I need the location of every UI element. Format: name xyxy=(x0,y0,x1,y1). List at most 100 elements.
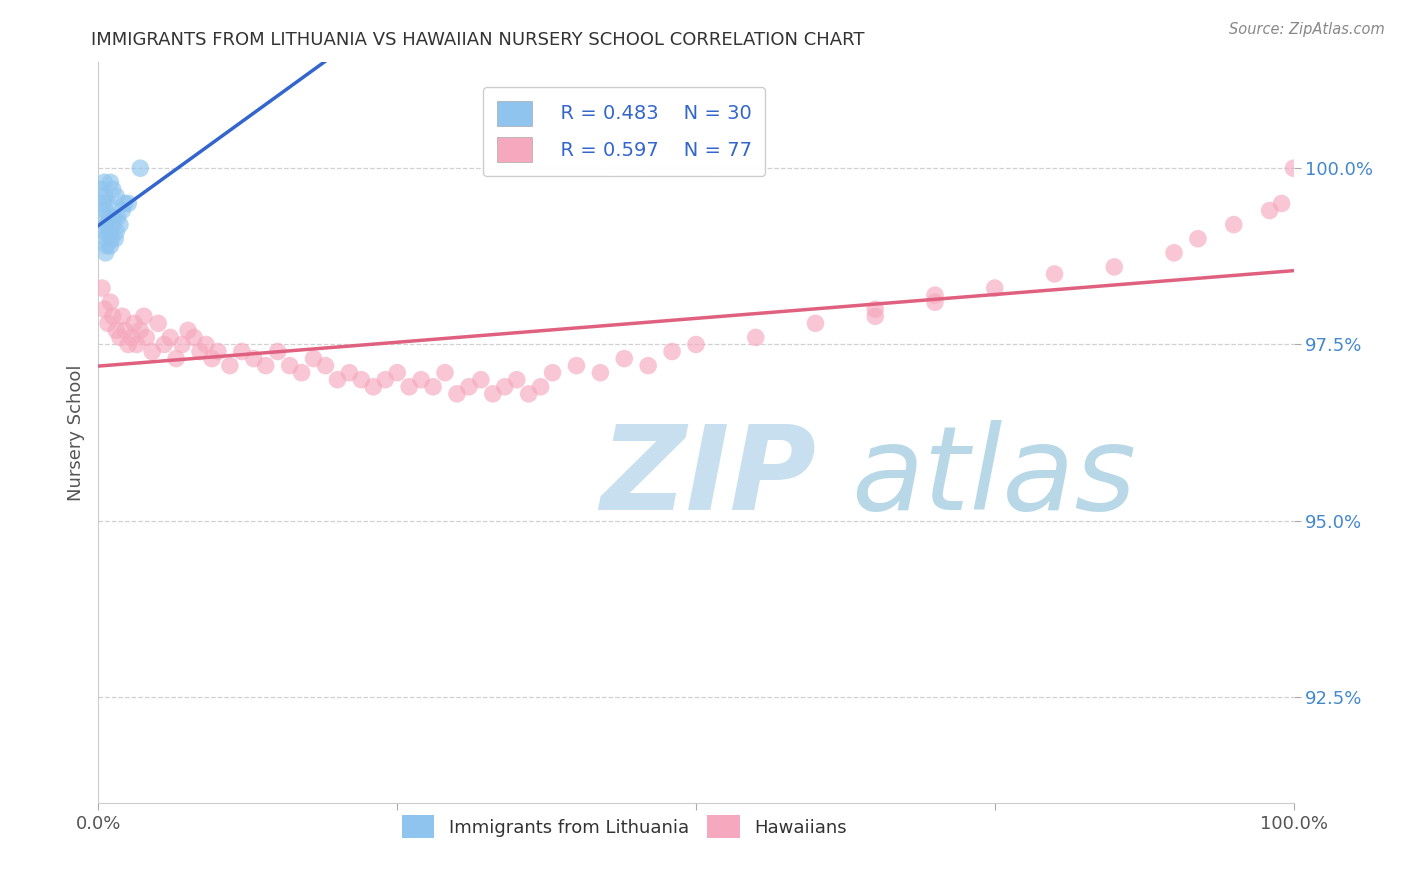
Point xyxy=(114,196,136,211)
Point xyxy=(494,380,516,394)
Point xyxy=(153,337,176,351)
Point xyxy=(302,351,325,366)
Point xyxy=(172,337,194,351)
Point xyxy=(111,203,134,218)
Legend: Immigrants from Lithuania, Hawaiians: Immigrants from Lithuania, Hawaiians xyxy=(391,805,858,849)
Point xyxy=(103,211,125,225)
Point xyxy=(91,281,114,295)
Point xyxy=(98,211,121,225)
Point xyxy=(108,218,131,232)
Point xyxy=(254,359,277,373)
Point xyxy=(231,344,253,359)
Y-axis label: Nursery School: Nursery School xyxy=(66,364,84,501)
Point xyxy=(470,373,492,387)
Text: ZIP: ZIP xyxy=(600,419,817,534)
Point xyxy=(350,373,373,387)
Point xyxy=(94,245,117,260)
Point xyxy=(177,323,200,337)
Point xyxy=(96,239,118,253)
Point xyxy=(91,196,114,211)
Point xyxy=(1223,218,1246,232)
Point xyxy=(97,225,120,239)
Point xyxy=(924,295,946,310)
Point xyxy=(804,316,827,330)
Point xyxy=(93,189,115,203)
Point xyxy=(159,330,181,344)
Point xyxy=(98,239,122,253)
Point xyxy=(291,366,314,380)
Point xyxy=(98,175,122,189)
Point xyxy=(865,310,887,324)
Point xyxy=(129,161,152,176)
Point xyxy=(1187,232,1209,246)
Point xyxy=(125,337,148,351)
Point xyxy=(278,359,301,373)
Point xyxy=(458,380,481,394)
Point xyxy=(685,337,707,351)
Point xyxy=(219,359,242,373)
Point xyxy=(865,302,887,317)
Point xyxy=(530,380,553,394)
Point xyxy=(97,316,120,330)
Point xyxy=(207,344,229,359)
Point xyxy=(105,225,128,239)
Point xyxy=(107,211,129,225)
Point xyxy=(132,310,155,324)
Point xyxy=(422,380,444,394)
Point xyxy=(446,387,468,401)
Point xyxy=(135,330,157,344)
Point xyxy=(924,288,946,302)
Point xyxy=(93,302,115,317)
Point xyxy=(506,373,529,387)
Point xyxy=(517,387,540,401)
Point xyxy=(90,182,112,196)
Point xyxy=(745,330,768,344)
Point xyxy=(195,337,218,351)
Point xyxy=(363,380,385,394)
Point xyxy=(101,218,124,232)
Point xyxy=(482,387,505,401)
Point xyxy=(117,337,139,351)
Point xyxy=(97,196,120,211)
Point xyxy=(101,182,124,196)
Point xyxy=(165,351,187,366)
Point xyxy=(984,281,1007,295)
Point xyxy=(121,330,143,344)
Point xyxy=(411,373,433,387)
Point xyxy=(124,316,146,330)
Point xyxy=(1043,267,1066,281)
Point xyxy=(661,344,683,359)
Point xyxy=(398,380,420,394)
Point xyxy=(104,232,127,246)
Point xyxy=(315,359,337,373)
Point xyxy=(98,295,122,310)
Text: IMMIGRANTS FROM LITHUANIA VS HAWAIIAN NURSERY SCHOOL CORRELATION CHART: IMMIGRANTS FROM LITHUANIA VS HAWAIIAN NU… xyxy=(91,31,865,49)
Point xyxy=(98,225,122,239)
Point xyxy=(91,211,114,225)
Point xyxy=(117,196,139,211)
Point xyxy=(96,218,118,232)
Point xyxy=(105,189,128,203)
Point xyxy=(267,344,290,359)
Point xyxy=(434,366,457,380)
Point xyxy=(93,225,115,239)
Point xyxy=(108,330,131,344)
Point xyxy=(565,359,588,373)
Point xyxy=(1163,245,1185,260)
Point xyxy=(105,323,128,337)
Point xyxy=(541,366,564,380)
Point xyxy=(1282,161,1305,176)
Point xyxy=(613,351,636,366)
Point xyxy=(589,366,612,380)
Point xyxy=(326,373,349,387)
Point xyxy=(93,175,115,189)
Point xyxy=(339,366,361,380)
Point xyxy=(183,330,205,344)
Point xyxy=(188,344,211,359)
Point xyxy=(94,232,117,246)
Point xyxy=(114,323,136,337)
Text: Source: ZipAtlas.com: Source: ZipAtlas.com xyxy=(1229,22,1385,37)
Text: atlas: atlas xyxy=(852,420,1136,534)
Point xyxy=(637,359,659,373)
Point xyxy=(243,351,266,366)
